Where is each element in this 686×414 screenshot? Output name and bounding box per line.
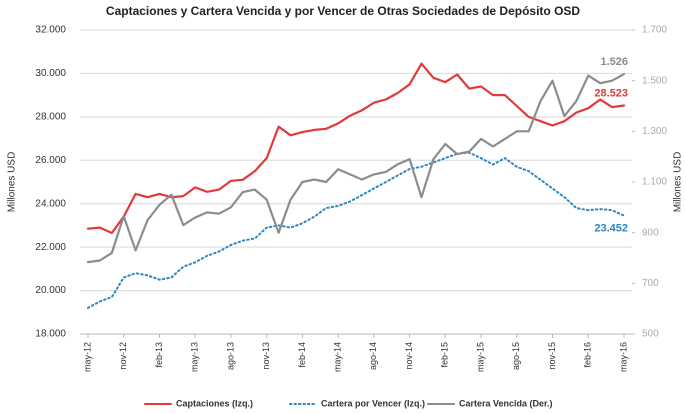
y2-tick-label: 1.300 <box>642 126 667 137</box>
legend-label: Captaciones (Izq.) <box>176 398 253 408</box>
series-line <box>87 151 625 309</box>
y2-tick-label: 1.100 <box>642 177 667 188</box>
x-tick-label: ago-15 <box>511 342 521 370</box>
x-tick-label: feb-15 <box>440 342 450 368</box>
y2-tick-label: 700 <box>642 278 659 289</box>
legend-label: Cartera Vencida (Der.) <box>459 398 553 408</box>
chart-title: Captaciones y Cartera Vencida y por Venc… <box>106 4 581 18</box>
x-tick-label: ago-14 <box>368 342 378 370</box>
x-tick-label: may-13 <box>190 342 200 372</box>
x-tick-label: nov-13 <box>261 342 271 370</box>
x-tick-label: feb-13 <box>154 342 164 368</box>
y2-tick-label: 900 <box>642 227 659 238</box>
x-tick-label: may-14 <box>333 342 343 372</box>
y-tick-label: 32.000 <box>35 25 66 36</box>
y2-tick-label: 1.500 <box>642 75 667 86</box>
x-tick-label: ago-13 <box>225 342 235 370</box>
x-tick-label: nov-14 <box>404 342 414 370</box>
y-tick-label: 22.000 <box>35 242 66 253</box>
y-tick-label: 28.000 <box>35 111 66 122</box>
x-tick-label: nov-15 <box>547 342 557 370</box>
legend-label: Cartera por Vencer (Izq.) <box>321 398 425 408</box>
x-tick-label: feb-14 <box>297 342 307 368</box>
y-tick-label: 18.000 <box>35 329 66 340</box>
x-tick-label: may-15 <box>475 342 485 372</box>
y-tick-label: 20.000 <box>35 285 66 296</box>
x-tick-label: feb-16 <box>583 342 593 368</box>
y2-tick-label: 1.700 <box>642 25 667 36</box>
y-tick-label: 30.000 <box>35 68 66 79</box>
x-tick-label: may-12 <box>82 342 92 372</box>
y-tick-label: 26.000 <box>35 155 66 166</box>
y2-tick-label: 500 <box>642 329 659 340</box>
value-label: 28.523 <box>594 87 628 99</box>
series-line <box>86 73 626 264</box>
x-tick-label: nov-12 <box>118 342 128 370</box>
series-line <box>86 62 626 235</box>
x-tick-label: may-16 <box>618 342 628 372</box>
y-tick-label: 24.000 <box>35 198 66 209</box>
y-axis-label: Millones USD <box>7 152 18 213</box>
y2-axis-label: Millones USD <box>673 152 684 213</box>
value-label: 1.526 <box>600 56 628 68</box>
value-label: 23.452 <box>594 223 628 235</box>
